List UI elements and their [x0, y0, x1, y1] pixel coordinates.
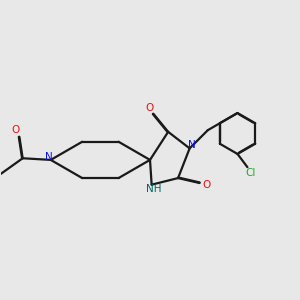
Text: O: O — [11, 125, 20, 135]
Text: N: N — [45, 152, 53, 162]
Text: N: N — [188, 140, 196, 150]
Text: Cl: Cl — [245, 168, 256, 178]
Text: NH: NH — [146, 184, 161, 194]
Text: O: O — [145, 103, 154, 113]
Text: O: O — [203, 180, 211, 190]
